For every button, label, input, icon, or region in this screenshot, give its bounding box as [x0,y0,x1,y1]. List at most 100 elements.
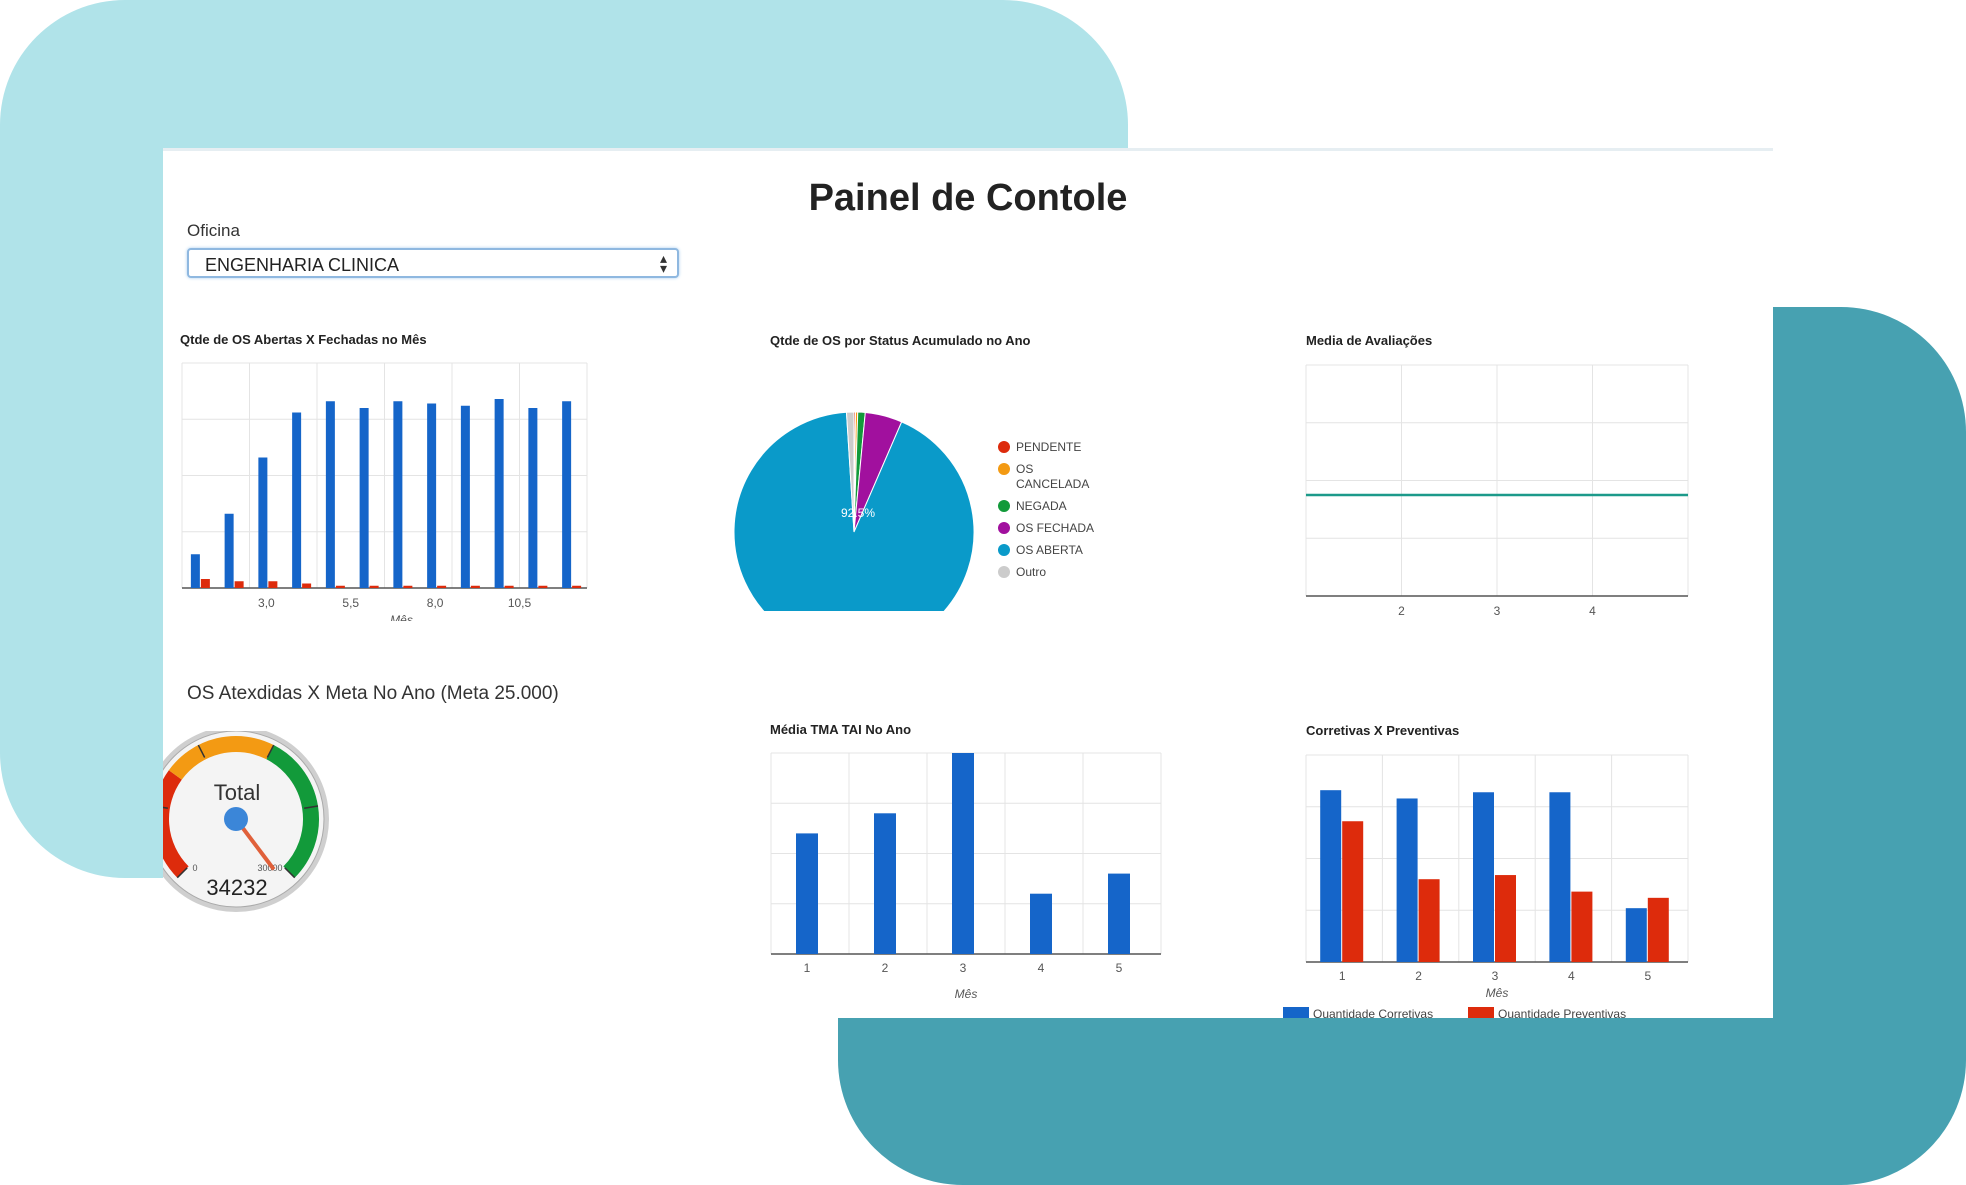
gauge-os-atendidas: Total 0 30000 34232 [163,731,329,912]
gauge-tick [197,744,206,758]
bar [1396,798,1418,962]
gauge-band [168,736,274,780]
dashboard-panel: Painel de Contole Oficina ENGENHARIA CLI… [163,148,1773,1018]
x-axis-title: Mês [955,987,978,1001]
bar [1108,873,1130,954]
bar [234,581,244,588]
legend-label: NEGADA [1016,499,1067,513]
bar [562,401,572,588]
pie-slice [845,411,855,533]
x-tick-label: 4 [1589,604,1596,618]
oficina-label: Oficina [187,221,240,240]
bar [393,401,403,588]
page-title: Painel de Contole [808,177,1128,219]
bar [874,813,896,954]
legend-swatch [998,463,1010,475]
x-tick-label: 1 [804,961,811,975]
chart-abertas-fechadas: 3,05,58,010,5MêsOS_Aberta_No_MesOS Fecha… [181,362,588,621]
legend-swatch [1468,1007,1494,1018]
bar [403,585,413,588]
bar [1418,879,1440,962]
bar [952,753,974,954]
gauge-tick [304,805,319,809]
chart-media-avaliacoes: 234MêsMédia Nota Avalição [1305,364,1689,618]
bar [572,585,582,588]
x-tick-label: 4 [1568,969,1575,983]
bar [796,833,818,954]
bar [1549,792,1571,962]
bar [528,408,538,588]
legend-label: Quantidade Preventivas [1498,1007,1626,1018]
x-tick-label: 3,0 [258,596,275,610]
x-tick-label: 3 [1494,604,1501,618]
gauge-min-label: 0 [192,863,197,873]
gauge-label: Total [214,780,260,805]
bar [200,579,210,588]
x-tick-label: 1 [1339,969,1346,983]
chart-title: Média TMA TAI No Ano [770,722,912,737]
legend-label: OS FECHADA [1016,521,1094,535]
bar [1495,875,1516,962]
bar [268,581,278,588]
bar [1320,790,1342,962]
bar [1030,893,1052,954]
legend-label: OS ABERTA [1016,543,1083,557]
bar [460,405,470,588]
gauge-max-label: 30000 [257,863,282,873]
legend-swatch [998,441,1010,453]
gauge-tick [266,744,275,758]
x-tick-label: 2 [882,961,889,975]
gauge-hub [224,807,248,831]
bar [335,585,345,588]
x-tick-label: 3 [960,961,967,975]
bar [1571,891,1593,962]
bar [325,401,335,588]
x-axis-title: Mês [390,613,413,621]
bar [504,585,514,588]
chart-title: Media de Avaliações [1306,333,1433,348]
legend-swatch [998,566,1010,578]
legend-label: CANCELADA [1016,477,1089,491]
gauge-tick [284,867,296,879]
bar [359,408,369,588]
bar [1625,908,1647,962]
chart-title: Corretivas X Preventivas [1306,723,1460,738]
chart-title: Qtde de OS por Status Acumulado no Ano [770,333,1031,348]
x-tick-label: 2 [1398,604,1405,618]
bar [292,412,302,588]
pie-data-label: 92.5% [841,506,875,520]
legend-label: Quantidade Corretivas [1313,1007,1433,1018]
gauge-tick [163,806,168,809]
gauge-band [163,770,189,878]
x-axis-title: Mês [1486,986,1509,1000]
x-tick-label: 5 [1644,969,1651,983]
legend-swatch [998,522,1010,534]
gauge-tick [176,867,188,879]
x-tick-label: 8,0 [427,596,444,610]
legend-swatch [1283,1007,1309,1018]
oficina-select[interactable]: ENGENHARIA CLINICA ▴ ▾ [187,248,679,278]
legend-label: PENDENTE [1016,440,1081,454]
bar [190,554,200,588]
bar [369,585,379,588]
legend-swatch [998,500,1010,512]
bar [1647,897,1669,962]
legend-swatch [998,544,1010,556]
oficina-select-value: ENGENHARIA CLINICA [205,255,400,275]
bar [538,585,548,588]
gauge-value: 34232 [206,875,267,900]
legend-label: Outro [1016,565,1046,579]
legend-label: OS [1016,462,1033,476]
bar [470,585,480,588]
bar [437,585,447,588]
gauge-title: OS Atexdidas X Meta No Ano (Meta 25.000) [187,683,559,704]
bar [427,403,437,588]
chart-media-tma: 1 2 3 4 5 Mês [770,752,1162,1001]
x-tick-label: 2 [1415,969,1422,983]
x-tick-label: 3 [1492,969,1499,983]
bar [302,583,312,588]
bar [224,513,234,588]
pie-slice [733,411,975,611]
bar [258,457,268,588]
